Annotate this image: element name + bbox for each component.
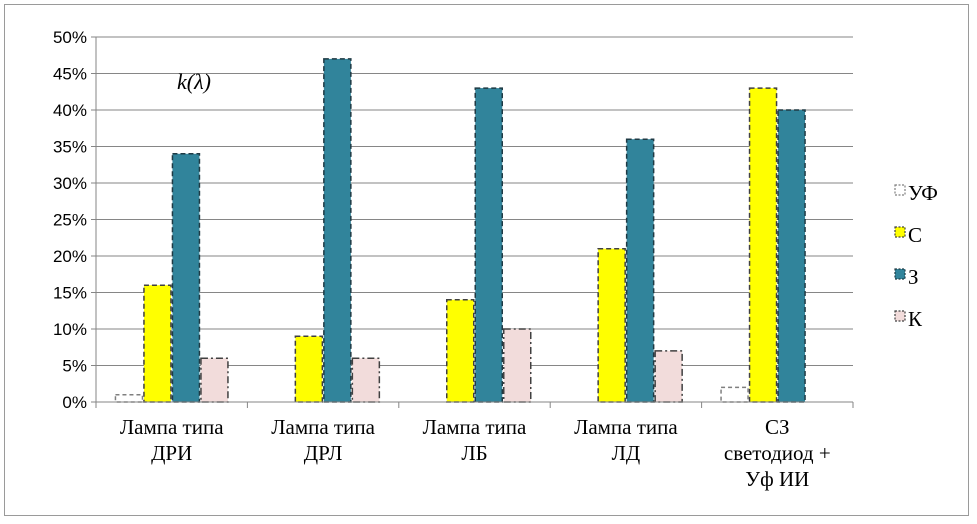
y-tick-label: 0% xyxy=(62,393,87,412)
y-tick-label: 45% xyxy=(53,65,87,84)
y-tick-label: 40% xyxy=(53,101,87,120)
legend-label: К xyxy=(908,307,923,331)
chart-annotation: k(λ) xyxy=(177,69,211,94)
x-category-label-line: ЛБ xyxy=(461,441,487,465)
bar xyxy=(446,299,475,403)
y-tick-label: 35% xyxy=(53,138,87,157)
bar xyxy=(474,87,503,403)
y-tick-label: 20% xyxy=(53,247,87,266)
x-category-label-line: Лампа типа xyxy=(120,415,224,439)
x-category-label-line: Лампа типа xyxy=(271,415,375,439)
legend: УФ СЗК xyxy=(894,181,938,331)
bar xyxy=(720,386,749,403)
bar xyxy=(351,357,381,403)
bar xyxy=(503,328,532,403)
bar xyxy=(143,284,172,403)
bar xyxy=(171,153,201,403)
legend-label: С xyxy=(908,223,922,247)
bar xyxy=(777,109,806,403)
chart-frame: 0% 5% 10% 15% 20% 25% 30% 35% 40% 45% 50% Лампа ти… xyxy=(4,4,969,516)
bar xyxy=(114,393,144,403)
bars xyxy=(114,58,806,403)
x-category-label: СЗ светодиод + Уф ИИ xyxy=(724,415,831,491)
bar xyxy=(597,247,626,403)
y-tick-label: 5% xyxy=(62,357,87,376)
legend-label: УФ xyxy=(908,181,938,205)
legend-label: З xyxy=(908,265,919,289)
bar xyxy=(748,87,778,403)
x-category-label-line: ДРИ xyxy=(151,441,192,465)
x-category-label-line: ДРЛ xyxy=(304,441,343,465)
x-category-label-line: Уф ИИ xyxy=(745,467,809,491)
legend-swatch xyxy=(894,310,906,322)
bar xyxy=(654,350,683,403)
x-category-label-line: Лампа типа xyxy=(423,415,527,439)
bar xyxy=(625,138,655,403)
y-tick-label: 25% xyxy=(53,211,87,230)
legend-swatch xyxy=(894,268,906,280)
axes xyxy=(91,36,854,408)
y-tick-label: 30% xyxy=(53,174,87,193)
legend-swatch xyxy=(894,184,906,196)
x-category-label-line: Лампа типа xyxy=(574,415,678,439)
x-category-label: Лампа типа ЛБ xyxy=(423,415,527,465)
x-category-label: Лампа типа ДРЛ xyxy=(271,415,375,465)
y-tick-label: 15% xyxy=(53,284,87,303)
bar xyxy=(294,335,324,403)
y-tick-label: 50% xyxy=(53,28,87,47)
y-tick-label: 10% xyxy=(53,320,87,339)
x-category-label-line: ЛД xyxy=(612,441,641,465)
x-category-label-line: СЗ xyxy=(765,415,790,439)
x-category-label: Лампа типа ЛД xyxy=(574,415,678,465)
y-axis-ticks: 0% 5% 10% 15% 20% 25% 30% 35% 40% 45% 50% xyxy=(53,28,87,412)
bar-chart: 0% 5% 10% 15% 20% 25% 30% 35% 40% 45% 50% Лампа ти… xyxy=(53,28,938,491)
bar xyxy=(200,357,229,403)
x-category-label-line: светодиод + xyxy=(724,441,831,465)
bar xyxy=(323,58,352,403)
legend-swatch xyxy=(894,226,906,238)
x-category-label: Лампа типа ДРИ xyxy=(120,415,224,465)
